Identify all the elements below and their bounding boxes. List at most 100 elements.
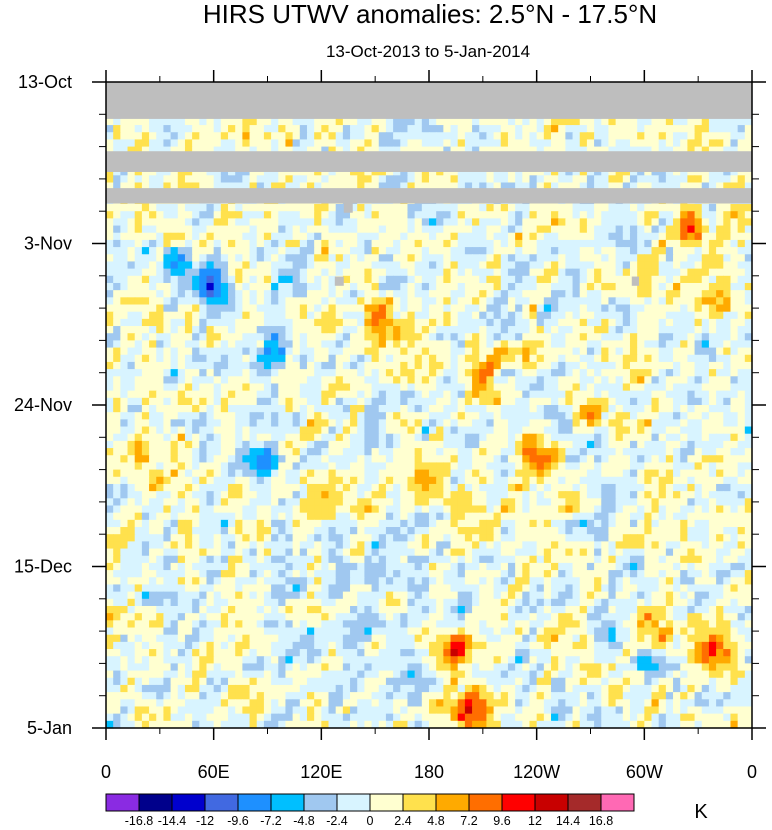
- anomaly-cell: [421, 448, 430, 456]
- anomaly-cell: [206, 168, 215, 176]
- anomaly-cell: [701, 383, 710, 392]
- anomaly-cell: [551, 125, 559, 133]
- anomaly-cell: [629, 354, 638, 363]
- anomaly-cell: [106, 168, 114, 176]
- anomaly-cell: [371, 168, 380, 176]
- anomaly-cell: [701, 326, 710, 334]
- anomaly-cell: [629, 397, 638, 406]
- anomaly-cell: [450, 139, 459, 148]
- anomaly-cell: [443, 347, 452, 356]
- anomaly-cell: [149, 232, 157, 241]
- anomaly-cell: [299, 455, 308, 464]
- anomaly-cell: [134, 225, 143, 234]
- anomaly-cell: [170, 218, 179, 227]
- anomaly-cell: [673, 239, 681, 248]
- anomaly-cell: [543, 132, 552, 141]
- anomaly-cell: [558, 426, 566, 435]
- anomaly-cell: [443, 232, 452, 241]
- anomaly-cell: [156, 117, 165, 126]
- anomaly-cell: [443, 318, 452, 327]
- anomaly-cell: [565, 275, 574, 284]
- anomaly-cell: [421, 376, 430, 385]
- anomaly-cell: [371, 304, 380, 313]
- anomaly-cell: [572, 433, 581, 442]
- anomaly-cell: [177, 412, 186, 420]
- anomaly-cell: [493, 361, 502, 370]
- anomaly-cell: [572, 304, 581, 313]
- anomaly-cell: [443, 268, 452, 277]
- anomaly-cell: [357, 117, 365, 126]
- anomaly-cell: [522, 117, 531, 126]
- anomaly-cell: [278, 290, 287, 298]
- anomaly-cell: [429, 132, 437, 141]
- anomaly-cell: [665, 182, 674, 191]
- anomaly-cell: [493, 211, 502, 219]
- anomaly-cell: [443, 297, 452, 306]
- anomaly-cell: [321, 225, 330, 234]
- anomaly-cell: [615, 419, 624, 428]
- anomaly-cell: [479, 455, 488, 464]
- anomaly-cell: [314, 318, 322, 327]
- anomaly-cell: [177, 125, 186, 133]
- anomaly-cell: [407, 117, 416, 126]
- anomaly-cell: [220, 333, 229, 341]
- anomaly-cell: [106, 311, 114, 320]
- anomaly-cell: [213, 419, 222, 428]
- anomaly-cell: [565, 204, 574, 212]
- anomaly-cell: [285, 426, 294, 435]
- anomaly-cell: [500, 405, 509, 413]
- anomaly-cell: [551, 318, 559, 327]
- anomaly-cell: [694, 268, 703, 277]
- anomaly-cell: [673, 462, 681, 471]
- anomaly-cell: [120, 419, 129, 428]
- anomaly-cell: [134, 168, 143, 176]
- anomaly-cell: [615, 311, 624, 320]
- anomaly-cell: [199, 369, 208, 377]
- anomaly-cell: [558, 247, 566, 255]
- anomaly-cell: [479, 369, 488, 377]
- anomaly-cell: [278, 419, 287, 428]
- anomaly-cell: [235, 182, 243, 191]
- anomaly-cell: [421, 419, 430, 428]
- anomaly-cell: [228, 476, 236, 485]
- anomaly-cell: [141, 232, 150, 241]
- anomaly-cell: [220, 268, 229, 277]
- anomaly-cell: [730, 354, 739, 363]
- anomaly-cell: [184, 469, 193, 478]
- anomaly-cell: [192, 261, 200, 270]
- anomaly-cell: [730, 146, 739, 155]
- anomaly-cell: [608, 125, 617, 133]
- anomaly-cell: [141, 440, 150, 449]
- anomaly-cell: [730, 304, 739, 313]
- anomaly-cell: [723, 125, 732, 133]
- anomaly-cell: [507, 247, 516, 255]
- anomaly-cell: [615, 448, 624, 456]
- anomaly-cell: [565, 211, 574, 219]
- anomaly-cell: [170, 354, 179, 363]
- anomaly-cell: [199, 383, 208, 392]
- anomaly-cell: [385, 290, 394, 298]
- anomaly-cell: [213, 304, 222, 313]
- anomaly-cell: [450, 354, 459, 363]
- anomaly-cell: [608, 469, 617, 478]
- anomaly-cell: [364, 340, 373, 349]
- anomaly-cell: [271, 383, 279, 392]
- anomaly-cell: [249, 433, 258, 442]
- anomaly-cell: [328, 390, 337, 399]
- anomaly-cell: [744, 168, 753, 176]
- anomaly-cell: [156, 333, 165, 341]
- anomaly-cell: [328, 247, 337, 255]
- anomaly-cell: [701, 254, 710, 263]
- anomaly-cell: [170, 211, 179, 219]
- anomaly-cell: [256, 125, 265, 133]
- anomaly-cell: [285, 376, 294, 385]
- anomaly-cell: [113, 254, 121, 263]
- anomaly-cell: [637, 369, 645, 377]
- anomaly-cell: [479, 318, 488, 327]
- anomaly-cell: [536, 254, 545, 263]
- anomaly-cell: [170, 168, 179, 176]
- anomaly-cell: [586, 376, 595, 385]
- anomaly-cell: [687, 232, 696, 241]
- anomaly-cell: [558, 340, 566, 349]
- anomaly-cell: [106, 354, 114, 363]
